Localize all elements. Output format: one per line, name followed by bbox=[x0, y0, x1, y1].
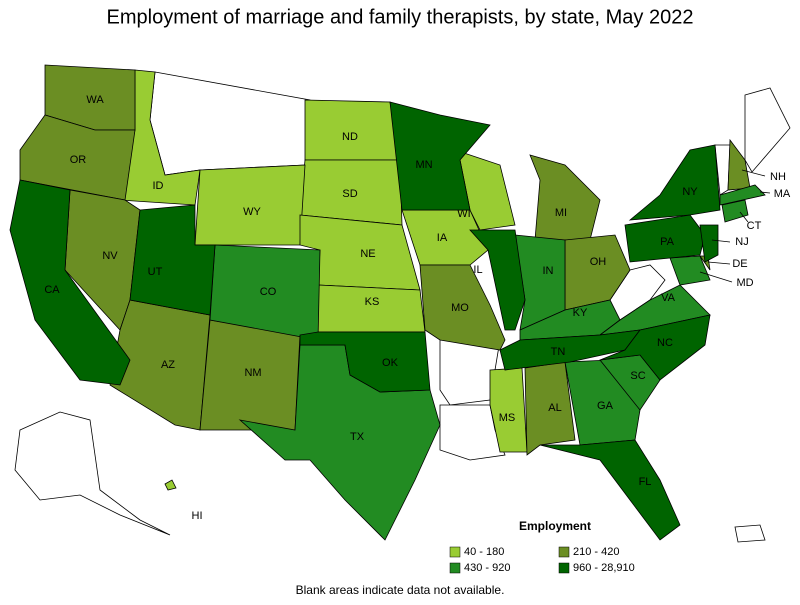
legend-label: 210 - 420 bbox=[573, 546, 619, 558]
state-shape bbox=[164, 479, 177, 491]
state-label: NM bbox=[244, 367, 261, 379]
state-label: AZ bbox=[161, 359, 175, 371]
title: Employment of marriage and family therap… bbox=[107, 6, 694, 28]
state-label: WI bbox=[457, 208, 470, 220]
state-shape bbox=[721, 199, 749, 223]
state-ak bbox=[14, 411, 171, 536]
legend: 40 - 180 210 - 420 430 - 920 960 - 28,910 bbox=[449, 546, 635, 574]
state-label: KY bbox=[573, 307, 588, 319]
state-label: NE bbox=[360, 248, 375, 260]
leader-line bbox=[759, 191, 771, 194]
state-shape bbox=[129, 204, 216, 316]
state-pr bbox=[734, 524, 766, 543]
state-label: MS bbox=[499, 412, 516, 424]
state-label: GA bbox=[597, 400, 614, 412]
state-label: NJ bbox=[735, 236, 748, 248]
state-shape bbox=[299, 331, 431, 393]
state-label: OR bbox=[70, 154, 87, 166]
state-label: MI bbox=[555, 207, 567, 219]
leader-line bbox=[711, 239, 731, 243]
state-label: MD bbox=[736, 277, 753, 289]
legend-swatch bbox=[558, 546, 570, 558]
legend-label: 40 - 180 bbox=[464, 546, 504, 558]
state-label: SD bbox=[342, 188, 357, 200]
state-shape bbox=[389, 101, 491, 211]
state-label: IA bbox=[437, 232, 448, 244]
state-shape bbox=[699, 224, 719, 263]
state-label: WY bbox=[243, 206, 261, 218]
state-label: NV bbox=[102, 250, 118, 262]
leader-line bbox=[699, 271, 733, 283]
state-label: HI bbox=[192, 510, 203, 522]
state-shape bbox=[469, 229, 526, 331]
state-label: CT bbox=[747, 220, 762, 232]
footnote: Blank areas indicate data not available. bbox=[296, 583, 505, 597]
state-label: WA bbox=[86, 94, 104, 106]
state-shape bbox=[628, 144, 721, 221]
state-label: NY bbox=[682, 186, 698, 198]
state-shape bbox=[419, 264, 506, 351]
legend-swatch bbox=[449, 546, 461, 558]
state-label: OH bbox=[590, 256, 607, 268]
legend-label: 960 - 28,910 bbox=[573, 562, 635, 574]
state-label: KS bbox=[365, 296, 380, 308]
state-label: IL bbox=[473, 264, 482, 276]
state-label: MO bbox=[451, 302, 469, 314]
state-label: ND bbox=[342, 131, 358, 143]
legend-swatch bbox=[558, 562, 570, 574]
state-label: DE bbox=[732, 258, 747, 270]
leader-line bbox=[707, 261, 731, 265]
state-shape bbox=[539, 439, 681, 541]
state-label: OK bbox=[382, 357, 399, 369]
state-label: MA bbox=[774, 188, 791, 200]
state-shape bbox=[719, 184, 766, 206]
leader-line bbox=[739, 211, 749, 223]
states: ID ND SD WY NE KS IA WI MS HI WA OR NV AZ NM MO MI OH AL NH… bbox=[9, 64, 791, 541]
state-shape bbox=[669, 255, 711, 286]
state-label: NH bbox=[770, 171, 786, 183]
state-label: MN bbox=[415, 159, 432, 171]
state-label: CO bbox=[260, 286, 277, 298]
legend-swatch bbox=[449, 562, 461, 574]
state-label: PA bbox=[660, 236, 675, 248]
state-label: CA bbox=[44, 284, 60, 296]
state-shape bbox=[9, 179, 131, 386]
legend-label: 430 - 920 bbox=[464, 562, 510, 574]
state-mt bbox=[149, 71, 311, 176]
state-label: FL bbox=[639, 476, 652, 488]
state-label: AL bbox=[548, 402, 561, 414]
state-label: TX bbox=[350, 431, 365, 443]
state-label: SC bbox=[630, 370, 645, 382]
state-label: NC bbox=[657, 337, 673, 349]
state-me bbox=[744, 87, 791, 173]
state-label: UT bbox=[148, 266, 163, 278]
state-shape bbox=[599, 314, 711, 381]
legend-title: Employment bbox=[519, 519, 591, 533]
state-label: TN bbox=[551, 346, 566, 358]
blank-states bbox=[14, 71, 791, 543]
state-label: VA bbox=[661, 292, 676, 304]
state-shape bbox=[529, 154, 601, 241]
leader-line bbox=[741, 169, 766, 177]
state-label: ID bbox=[153, 180, 164, 192]
state-shape bbox=[317, 284, 426, 333]
state-label: IN bbox=[543, 265, 554, 277]
